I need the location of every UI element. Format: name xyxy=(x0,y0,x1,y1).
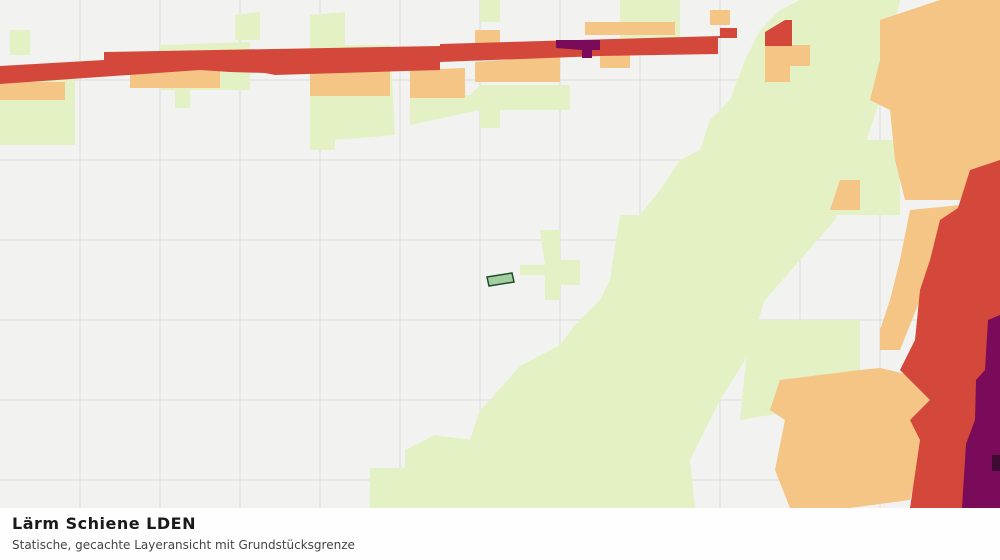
parcel-boundary xyxy=(486,272,515,287)
noise-zone-very-high xyxy=(556,40,1000,508)
layer-title: Lärm Schiene LDEN xyxy=(12,514,196,533)
noise-zone-medium xyxy=(0,0,1000,508)
legend-panel: Lärm Schiene LDEN Statische, gecachte La… xyxy=(0,508,1000,560)
layer-subtitle: Statische, gecachte Layeransicht mit Gru… xyxy=(12,538,355,552)
